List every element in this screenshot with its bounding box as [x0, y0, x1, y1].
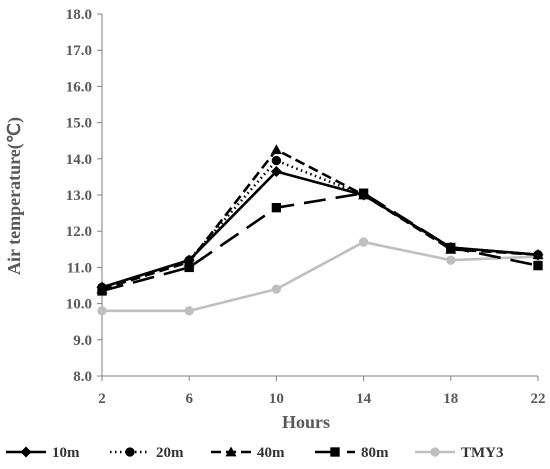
y-tick-label: 9.0	[73, 333, 92, 349]
y-axis-title: Air temperature(℃)	[4, 117, 25, 275]
x-tick-label: 6	[185, 391, 193, 407]
data-point	[532, 249, 544, 261]
data-point	[445, 241, 457, 253]
legend-label: 40m	[257, 445, 285, 461]
data-point	[358, 189, 370, 201]
series-layer	[96, 144, 544, 316]
y-tick-label: 18.0	[66, 7, 92, 23]
data-point	[270, 144, 282, 155]
legend-item: 40m	[211, 445, 285, 461]
y-tick-label: 17.0	[66, 43, 92, 59]
data-point	[270, 165, 282, 177]
legend-item: 10m	[6, 445, 80, 461]
data-point	[97, 306, 107, 316]
legend-marker	[125, 447, 135, 457]
legend-item: TMY3	[415, 445, 504, 461]
series-10m	[96, 165, 544, 293]
data-point	[446, 255, 456, 265]
legend-label: 10m	[52, 445, 80, 461]
legend-marker	[430, 447, 440, 457]
series-line	[101, 148, 539, 291]
y-tick-label: 10.0	[66, 297, 92, 313]
y-tick-label: 12.0	[66, 224, 92, 240]
data-point	[358, 237, 369, 247]
data-point	[271, 284, 282, 294]
legend-item: 20m	[110, 445, 184, 461]
legend-marker	[330, 447, 340, 457]
y-tick-label: 14.0	[66, 152, 92, 168]
legend-label: 20m	[156, 445, 184, 461]
x-tick-label: 14	[356, 391, 372, 407]
data-point	[533, 260, 543, 271]
y-tick-label: 8.0	[73, 369, 92, 385]
data-point	[184, 262, 194, 273]
x-axis-title: Hours	[282, 412, 330, 432]
y-tick-label: 11.0	[67, 260, 92, 276]
legend-marker	[225, 446, 237, 457]
x-tick-label: 2	[98, 391, 106, 407]
y-tick-label: 13.0	[66, 188, 92, 204]
x-tick-label: 10	[269, 391, 284, 407]
series-line	[101, 170, 539, 289]
data-point	[271, 202, 282, 213]
legend: 10m 20m 40m 80m TMY3	[6, 445, 504, 461]
legend-label: 80m	[361, 445, 389, 461]
series-80m	[97, 188, 543, 296]
data-point	[183, 254, 195, 266]
legend-label: TMY3	[461, 445, 504, 461]
series-40m	[96, 144, 544, 294]
series-line	[102, 240, 539, 313]
series-line	[101, 191, 539, 293]
data-point	[96, 281, 108, 293]
y-tick-label: 15.0	[66, 116, 92, 132]
x-tick-label: 18	[443, 391, 458, 407]
legend-item: 80m	[315, 445, 389, 461]
legend-marker	[20, 446, 32, 458]
x-tick-label: 22	[531, 391, 546, 407]
series-20m	[97, 155, 543, 292]
axes: 8.0 9.0 10.0 11.0 12.0 13.0 14.0 15.0 16.0 17.0 18…	[66, 7, 546, 407]
data-point	[271, 155, 282, 166]
y-tick-label: 16.0	[66, 79, 92, 95]
data-point	[184, 306, 194, 316]
